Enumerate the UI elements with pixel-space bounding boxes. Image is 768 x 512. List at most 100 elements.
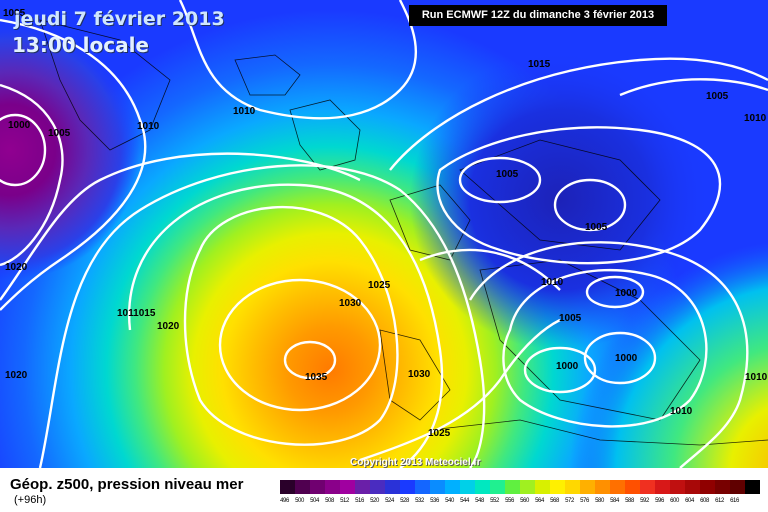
isobar-label: 1010 xyxy=(670,406,693,417)
color-scale-swatch xyxy=(505,480,520,494)
color-scale-swatch xyxy=(325,480,340,494)
color-scale xyxy=(280,480,760,494)
color-scale-swatch xyxy=(550,480,565,494)
isobar-label: 1010 xyxy=(137,121,160,132)
isobar-label: 1020 xyxy=(5,262,28,273)
color-scale-label: 508 xyxy=(325,498,334,504)
color-scale-swatch xyxy=(340,480,355,494)
color-scale-swatch xyxy=(655,480,670,494)
model-run-info: Run ECMWF 12Z du dimanche 3 février 2013 xyxy=(409,5,667,26)
color-scale-swatch xyxy=(460,480,475,494)
color-scale-label: 552 xyxy=(490,498,499,504)
color-scale-swatch xyxy=(355,480,370,494)
isobar-label: 1005 xyxy=(585,222,608,233)
color-scale-swatch xyxy=(595,480,610,494)
isobar-label: 1005 xyxy=(48,128,71,139)
color-scale-label: 544 xyxy=(460,498,469,504)
color-scale-swatch xyxy=(730,480,745,494)
forecast-time-title: 13:00 locale xyxy=(12,33,149,57)
color-scale-label: 588 xyxy=(625,498,634,504)
color-scale-swatch xyxy=(415,480,430,494)
isobars xyxy=(0,0,768,468)
color-scale-labels: 496 500 504 508 512 516 520 524 528 532 536 540 544 5… xyxy=(277,498,742,504)
isobar-label: 1000 xyxy=(8,120,31,131)
coastlines xyxy=(39,19,768,446)
color-scale-label: 516 xyxy=(355,498,364,504)
color-scale-swatch xyxy=(400,480,415,494)
color-scale-swatch xyxy=(475,480,490,494)
color-scale-label: 576 xyxy=(580,498,589,504)
isobar-label: 1025 xyxy=(428,428,451,439)
isobar-label: 1010 xyxy=(745,372,768,383)
isobar-label: 1030 xyxy=(408,369,431,380)
color-scale-label: 592 xyxy=(640,498,649,504)
color-scale-label: 512 xyxy=(340,498,349,504)
isobar-label: 1005 xyxy=(559,313,582,324)
isobar-label: 1005 xyxy=(496,169,519,180)
color-scale-swatch xyxy=(745,480,760,494)
color-scale-label: 600 xyxy=(670,498,679,504)
color-scale-label: 604 xyxy=(685,498,694,504)
color-scale-swatch xyxy=(610,480,625,494)
color-scale-label: 524 xyxy=(385,498,394,504)
color-scale-swatch xyxy=(700,480,715,494)
isobar-label: 1000 xyxy=(556,361,579,372)
color-scale-swatch xyxy=(310,480,325,494)
weather-map: 1005 1000 1005 1010 1010 1015 1005 1010 … xyxy=(0,0,768,468)
isobar-label: 1005 xyxy=(3,8,26,19)
isobar-label: 1015 xyxy=(528,59,551,70)
isobar-label: 1000 xyxy=(615,353,638,364)
color-scale-swatch xyxy=(385,480,400,494)
color-scale-label: 564 xyxy=(535,498,544,504)
forecast-range: (+96h) xyxy=(14,494,47,506)
isobar-label: 1020 xyxy=(157,321,180,332)
color-scale-label: 572 xyxy=(565,498,574,504)
color-scale-label: 568 xyxy=(550,498,559,504)
color-scale-swatch xyxy=(625,480,640,494)
color-scale-swatch xyxy=(670,480,685,494)
isobar-label: 1030 xyxy=(339,298,362,309)
color-scale-swatch xyxy=(640,480,655,494)
isobar-label: 1035 xyxy=(305,372,328,383)
color-scale-label: 536 xyxy=(430,498,439,504)
color-scale-label: 532 xyxy=(415,498,424,504)
color-scale-label: 580 xyxy=(595,498,604,504)
legend-title: Géop. z500, pression niveau mer xyxy=(10,476,244,493)
color-scale-swatch xyxy=(715,480,730,494)
geopotential-map: 1005 1000 1005 1010 1010 1015 1005 1010 … xyxy=(0,0,768,468)
isobar-label: 1011015 xyxy=(117,308,156,319)
color-scale-swatch xyxy=(490,480,505,494)
color-scale-label: 560 xyxy=(520,498,529,504)
isobar-label: 1010 xyxy=(541,277,564,288)
color-scale-swatch xyxy=(520,480,535,494)
isobar-labels: 1005 1000 1005 1010 1010 1015 1005 1010 … xyxy=(3,8,768,439)
color-scale-swatch xyxy=(430,480,445,494)
color-scale-label: 556 xyxy=(505,498,514,504)
color-scale-swatch xyxy=(580,480,595,494)
color-scale-label: 608 xyxy=(700,498,709,504)
color-scale-label: 500 xyxy=(295,498,304,504)
color-scale-swatch xyxy=(445,480,460,494)
color-scale-swatch xyxy=(685,480,700,494)
color-scale-swatch xyxy=(565,480,580,494)
copyright-notice: Copyright 2013 Meteociel.fr xyxy=(350,457,481,468)
isobar-label: 1020 xyxy=(5,370,28,381)
color-scale-label: 616 xyxy=(730,498,739,504)
color-scale-label: 496 xyxy=(280,498,289,504)
color-scale-label: 584 xyxy=(610,498,619,504)
color-scale-label: 520 xyxy=(370,498,379,504)
color-scale-label: 548 xyxy=(475,498,484,504)
isobar-label: 1005 xyxy=(706,91,729,102)
forecast-date-title: jeudi 7 février 2013 xyxy=(14,8,225,30)
color-scale-label: 528 xyxy=(400,498,409,504)
isobar-label: 1000 xyxy=(615,288,638,299)
isobar-label: 1025 xyxy=(368,280,391,291)
isobar-label: 1010 xyxy=(233,106,256,117)
color-scale-swatch xyxy=(535,480,550,494)
color-scale-swatch xyxy=(280,480,295,494)
color-scale-label: 504 xyxy=(310,498,319,504)
isobar-label: 1010 xyxy=(744,113,767,124)
color-scale-label: 540 xyxy=(445,498,454,504)
color-scale-label: 596 xyxy=(655,498,664,504)
color-scale-swatch xyxy=(370,480,385,494)
